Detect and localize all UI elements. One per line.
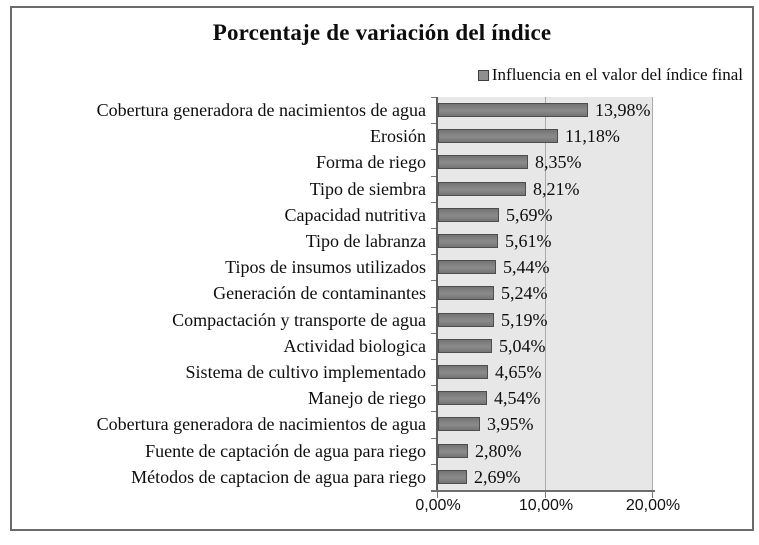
- x-axis-tick: [545, 492, 546, 498]
- legend: Influencia en el valor del índice final: [477, 65, 743, 85]
- bar: [438, 365, 488, 380]
- y-axis-tick: [431, 280, 436, 281]
- bar: [438, 312, 494, 327]
- x-axis-tick: [652, 492, 653, 498]
- y-axis-tick: [431, 411, 436, 412]
- y-axis-tick: [431, 123, 436, 124]
- bar: [438, 338, 492, 353]
- chart-row: Erosión 11,18%: [12, 123, 752, 149]
- y-axis-tick: [431, 202, 436, 203]
- chart-row: Tipo de siembra 8,21%: [12, 176, 752, 202]
- chart-row: Compactación y transporte de agua 5,19%: [12, 307, 752, 333]
- value-label: 5,44%: [503, 257, 550, 278]
- gridline-10-percent: [545, 97, 546, 490]
- chart-row: Tipo de labranza 5,61%: [12, 228, 752, 254]
- y-axis-tick: [431, 228, 436, 229]
- chart-frame: Porcentaje de variación del índice Influ…: [10, 6, 754, 531]
- y-axis-line: [436, 97, 438, 491]
- chart-row: Sistema de cultivo implementado 4,65%: [12, 359, 752, 385]
- y-axis-tick: [431, 254, 436, 255]
- y-axis-tick: [431, 97, 436, 98]
- value-label: 5,19%: [501, 309, 548, 330]
- y-axis-tick: [431, 464, 436, 465]
- chart-row: Capacidad nutritiva 5,69%: [12, 202, 752, 228]
- chart-row: Manejo de riego 4,54%: [12, 385, 752, 411]
- value-label: 3,95%: [487, 414, 534, 435]
- chart-row: Métodos de captacion de agua para riego 2…: [12, 464, 752, 490]
- y-axis-tick: [431, 438, 436, 439]
- chart-row: Tipos de insumos utilizados 5,44%: [12, 254, 752, 280]
- category-label: Forma de riego: [316, 152, 426, 173]
- x-axis-line: [431, 490, 655, 492]
- category-label: Métodos de captacion de agua para riego: [131, 466, 426, 487]
- value-label: 4,54%: [494, 388, 541, 409]
- bar: [438, 286, 494, 301]
- chart-row: Actividad biologica 5,04%: [12, 333, 752, 359]
- value-label: 8,35%: [535, 152, 582, 173]
- category-label: Sistema de cultivo implementado: [185, 362, 426, 382]
- category-label: Manejo de riego: [308, 388, 426, 409]
- bar: [438, 417, 480, 432]
- value-label: 5,24%: [501, 283, 548, 304]
- x-axis-tick: [437, 492, 438, 498]
- bar: [438, 234, 498, 249]
- category-label: Compactación y transporte de agua: [172, 309, 426, 330]
- bar: [438, 260, 496, 275]
- category-label: Cobertura generadora de nacimientos de a…: [96, 100, 426, 120]
- x-tick-label-0: 0,00%: [415, 497, 461, 514]
- category-label: Actividad biologica: [283, 335, 426, 356]
- chart-row: Fuente de captación de agua para riego 2,…: [12, 438, 752, 464]
- y-axis-tick: [431, 490, 436, 491]
- y-axis-tick: [431, 176, 436, 177]
- value-label: 13,98%: [595, 100, 651, 120]
- y-axis-tick: [431, 385, 436, 386]
- y-axis-tick: [431, 307, 436, 308]
- value-label: 5,61%: [505, 231, 552, 251]
- x-tick-label-10: 10,00%: [518, 497, 574, 514]
- value-label: 2,69%: [474, 466, 521, 487]
- value-label: 8,21%: [533, 178, 580, 199]
- legend-label: Influencia en el valor del índice final: [491, 65, 743, 84]
- value-label: 5,69%: [506, 204, 553, 225]
- chart-row: Generación de contaminantes 5,24%: [12, 280, 752, 306]
- bar: [438, 181, 526, 196]
- category-label: Fuente de captación de agua para riego: [145, 440, 426, 461]
- category-label: Tipo de labranza: [305, 231, 426, 251]
- category-label: Erosión: [370, 126, 426, 147]
- y-axis-tick: [431, 149, 436, 150]
- value-label: 5,04%: [499, 335, 546, 356]
- bar: [438, 443, 468, 458]
- y-axis-tick: [431, 359, 436, 360]
- legend-square-icon: [477, 69, 489, 81]
- bar: [438, 155, 528, 170]
- y-axis-tick: [431, 333, 436, 334]
- bar: [438, 207, 499, 222]
- bar: [438, 103, 588, 118]
- bar: [438, 129, 558, 144]
- bar: [438, 469, 467, 484]
- category-label: Capacidad nutritiva: [284, 204, 426, 225]
- bar: [438, 391, 487, 406]
- x-tick-label-20: 20,00%: [625, 497, 681, 514]
- category-label: Tipo de siembra: [309, 178, 426, 199]
- category-label: Cobertura generadora de nacimientos de a…: [96, 414, 426, 435]
- category-label: Generación de contaminantes: [213, 283, 426, 304]
- category-label: Tipos de insumos utilizados: [225, 257, 426, 278]
- value-label: 4,65%: [495, 362, 542, 382]
- chart-row: Cobertura generadora de nacimientos de a…: [12, 97, 752, 123]
- value-label: 2,80%: [475, 440, 522, 461]
- chart-title: Porcentaje de variación del índice: [212, 20, 552, 45]
- chart-row: Cobertura generadora de nacimientos de a…: [12, 411, 752, 437]
- chart-row: Forma de riego 8,35%: [12, 149, 752, 175]
- value-label: 11,18%: [565, 126, 620, 147]
